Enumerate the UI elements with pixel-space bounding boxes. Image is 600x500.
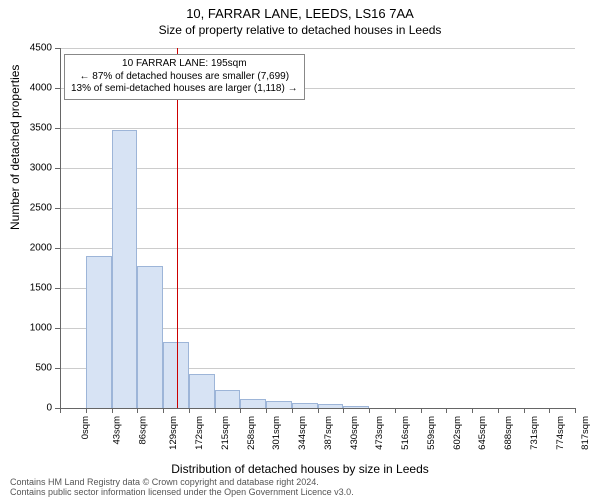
x-tick-mark (575, 408, 576, 413)
x-tick-mark (549, 408, 550, 413)
histogram-bar (240, 399, 266, 408)
x-tick-label: 0sqm (80, 416, 91, 439)
y-tick-label: 1500 (12, 283, 52, 294)
x-tick-mark (266, 408, 267, 413)
x-tick-mark (343, 408, 344, 413)
x-tick-mark (163, 408, 164, 413)
chart-title: 10, FARRAR LANE, LEEDS, LS16 7AA (0, 0, 600, 21)
annotation-line-3: 13% of semi-detached houses are larger (… (71, 83, 298, 96)
chart-plot-area: 0500100015002000250030003500400045000sqm… (60, 48, 575, 408)
x-tick-label: 129sqm (168, 416, 179, 450)
y-tick-label: 1000 (12, 323, 52, 334)
annotation-box: 10 FARRAR LANE: 195sqm← 87% of detached … (64, 54, 305, 100)
x-tick-label: 43sqm (111, 416, 122, 445)
x-tick-mark (318, 408, 319, 413)
x-tick-mark (472, 408, 473, 413)
x-tick-label: 215sqm (220, 416, 231, 450)
annotation-line-2: ← 87% of detached houses are smaller (7,… (71, 71, 298, 84)
gridline (60, 248, 575, 249)
gridline (60, 208, 575, 209)
y-tick-label: 3500 (12, 123, 52, 134)
x-tick-label: 86sqm (137, 416, 148, 445)
x-tick-label: 817sqm (580, 416, 591, 450)
x-axis-label: Distribution of detached houses by size … (0, 462, 600, 476)
histogram-bar (137, 266, 163, 408)
gridline (60, 168, 575, 169)
x-tick-mark (498, 408, 499, 413)
x-tick-mark (292, 408, 293, 413)
gridline (60, 48, 575, 49)
x-tick-label: 602sqm (451, 416, 462, 450)
x-tick-mark (446, 408, 447, 413)
histogram-bar (112, 130, 138, 408)
x-tick-mark (421, 408, 422, 413)
histogram-bar (86, 256, 112, 408)
x-tick-mark (240, 408, 241, 413)
x-tick-label: 688sqm (503, 416, 514, 450)
x-tick-label: 645sqm (477, 416, 488, 450)
y-tick-label: 4500 (12, 43, 52, 54)
footer-attribution: Contains HM Land Registry data © Crown c… (10, 478, 354, 498)
x-tick-label: 301sqm (271, 416, 282, 450)
y-tick-label: 0 (12, 403, 52, 414)
gridline (60, 128, 575, 129)
histogram-bar (266, 401, 292, 408)
y-axis-line (60, 48, 61, 408)
x-tick-mark (395, 408, 396, 413)
x-tick-mark (86, 408, 87, 413)
x-tick-label: 172sqm (194, 416, 205, 450)
x-tick-mark (215, 408, 216, 413)
x-tick-label: 387sqm (323, 416, 334, 450)
annotation-line-1: 10 FARRAR LANE: 195sqm (71, 58, 298, 71)
x-tick-label: 473sqm (374, 416, 385, 450)
histogram-bar (189, 374, 215, 408)
x-tick-mark (369, 408, 370, 413)
x-tick-mark (60, 408, 61, 413)
y-tick-label: 500 (12, 363, 52, 374)
x-tick-mark (137, 408, 138, 413)
y-tick-label: 2000 (12, 243, 52, 254)
x-tick-label: 516sqm (400, 416, 411, 450)
x-tick-label: 731sqm (529, 416, 540, 450)
x-tick-label: 430sqm (348, 416, 359, 450)
x-tick-mark (112, 408, 113, 413)
footer-line-2: Contains public sector information licen… (10, 488, 354, 498)
chart-subtitle: Size of property relative to detached ho… (0, 21, 600, 37)
x-tick-label: 559sqm (426, 416, 437, 450)
x-tick-mark (189, 408, 190, 413)
x-tick-label: 774sqm (554, 416, 565, 450)
x-tick-label: 344sqm (297, 416, 308, 450)
x-tick-label: 258sqm (245, 416, 256, 450)
y-tick-label: 4000 (12, 83, 52, 94)
property-marker-line (177, 48, 178, 408)
y-tick-label: 2500 (12, 203, 52, 214)
x-tick-mark (524, 408, 525, 413)
histogram-bar (215, 390, 241, 408)
y-tick-label: 3000 (12, 163, 52, 174)
